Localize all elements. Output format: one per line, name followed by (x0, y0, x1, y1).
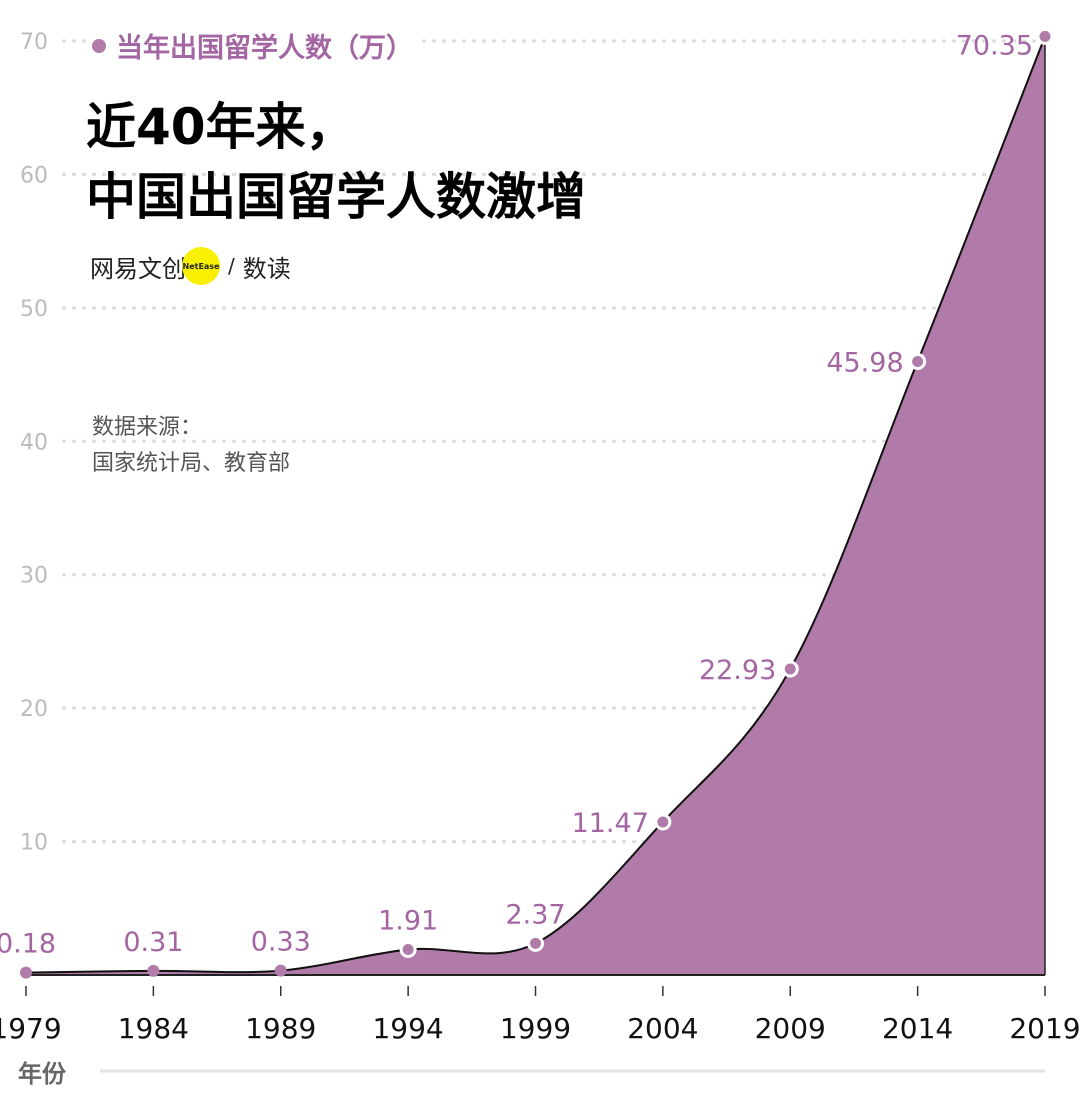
logo-separator: / (228, 254, 235, 278)
data-label: 0.31 (123, 927, 183, 958)
data-label: 45.98 (826, 347, 903, 378)
y-tick-label: 30 (20, 564, 48, 589)
title-line-1: 近40年来， (86, 98, 356, 156)
data-point (20, 966, 32, 979)
y-tick-label: 40 (20, 430, 48, 455)
y-tick-label: 10 (20, 831, 48, 856)
y-tick-label: 70 (20, 30, 48, 55)
data-label: 22.93 (699, 655, 776, 686)
x-axis-title: 年份 (18, 1060, 66, 1088)
x-tick-label: 1999 (500, 1012, 571, 1045)
y-tick-label: 60 (20, 163, 48, 188)
source-note: 数据来源： 国家统计局、教育部 (92, 410, 290, 482)
area-fill (26, 36, 1045, 975)
data-point (909, 352, 927, 370)
logo-column: 数读 (242, 254, 291, 283)
x-tick-label: 2014 (882, 1012, 953, 1045)
logo-badge: NetEase (182, 247, 220, 285)
data-point (654, 813, 672, 831)
data-point (527, 934, 544, 952)
data-label: 11.47 (572, 808, 649, 839)
x-tick-label: 1994 (372, 1012, 443, 1045)
data-label: 0.18 (0, 929, 56, 960)
data-point (399, 941, 417, 959)
data-label: 70.35 (956, 30, 1033, 61)
data-point (147, 964, 160, 977)
source-label: 数据来源： (92, 415, 203, 440)
logo-brand: 网易文创 (90, 254, 186, 283)
logo: 网易文创 NetEase / 数读 (90, 247, 291, 285)
data-point (274, 964, 287, 977)
data-label: 2.37 (505, 899, 565, 930)
data-label: 0.33 (251, 927, 311, 958)
x-tick-label: 1979 (0, 1012, 62, 1045)
y-tick-label: 20 (20, 697, 48, 722)
x-tick-label: 2004 (627, 1012, 698, 1045)
x-tick-label: 1984 (118, 1012, 189, 1045)
legend: 当年出国留学人数（万） (92, 26, 421, 65)
y-tick-label: 50 (20, 297, 48, 322)
legend-dot-icon (92, 38, 106, 53)
data-point (1036, 27, 1054, 45)
source-text: 国家统计局、教育部 (92, 451, 291, 476)
legend-label: 当年出国留学人数（万） (116, 33, 413, 64)
title-line-2: 中国出国留学人数激增 (86, 168, 586, 226)
x-tick-label: 2009 (755, 1012, 826, 1045)
x-tick-label: 1989 (245, 1012, 316, 1045)
data-point (781, 660, 799, 678)
chart-title: 近40年来， 中国出国留学人数激增 (86, 92, 586, 232)
x-tick-label: 2019 (1009, 1012, 1080, 1045)
data-label: 1.91 (378, 906, 438, 937)
